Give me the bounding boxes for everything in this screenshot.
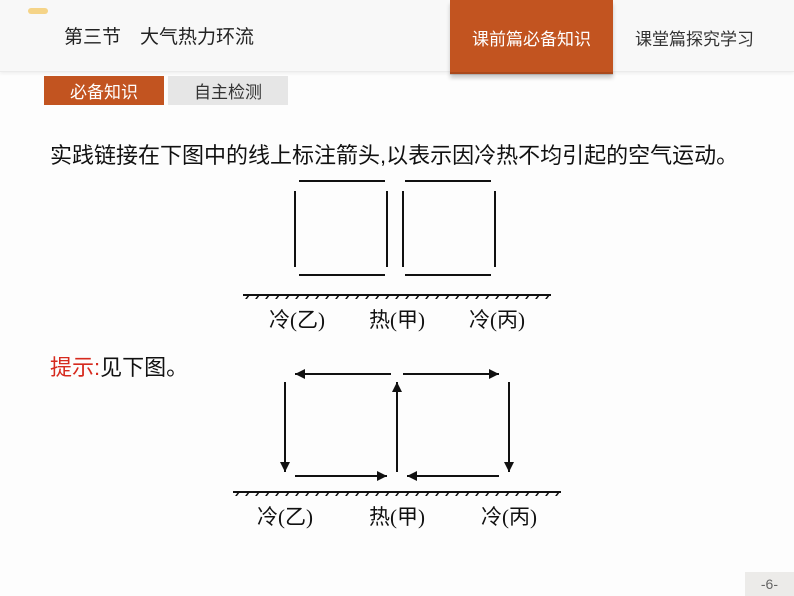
subtab-knowledge[interactable]: 必备知识: [44, 76, 164, 105]
instruction-text: 实践链接在下图中的线上标注箭头,以表示因冷热不均引起的空气运动。: [50, 135, 744, 177]
hint-label: 提示:: [50, 355, 100, 380]
d1-label-left: 冷(乙): [269, 301, 325, 341]
tab-preclass[interactable]: 课前篇必备知识: [450, 0, 613, 74]
diagram1-labels: 冷(乙) 热(甲) 冷(丙): [269, 301, 525, 341]
tab-inclass[interactable]: 课堂篇探究学习: [613, 0, 776, 74]
sub-tabs: 必备知识 自主检测: [44, 76, 794, 105]
d2-label-right: 冷(丙): [481, 498, 537, 538]
corner-decoration: [28, 8, 48, 14]
d2-label-left: 冷(乙): [257, 498, 313, 538]
diagram2-wrap: 冷(乙) 热(甲) 冷(丙): [50, 364, 744, 538]
nav-tabs: 课前篇必备知识 课堂篇探究学习: [450, 0, 776, 72]
hint-text: 见下图。: [100, 355, 188, 380]
d1-label-mid: 热(甲): [369, 301, 425, 341]
page-number: -6-: [745, 572, 794, 596]
diagram2-labels: 冷(乙) 热(甲) 冷(丙): [257, 498, 537, 538]
subtab-selftest[interactable]: 自主检测: [168, 76, 288, 105]
d1-label-right: 冷(丙): [469, 301, 525, 341]
diagram1-svg: [237, 177, 557, 299]
d2-label-mid: 热(甲): [369, 498, 425, 538]
content-area: 实践链接在下图中的线上标注箭头,以表示因冷热不均引起的空气运动。 冷(乙) 热(…: [0, 105, 794, 538]
header: 第三节 大气热力环流 课前篇必备知识 课堂篇探究学习: [0, 0, 794, 72]
page-title: 第三节 大气热力环流: [64, 22, 254, 49]
diagram2-svg: [227, 364, 567, 496]
diagram1-wrap: 冷(乙) 热(甲) 冷(丙): [50, 177, 744, 341]
